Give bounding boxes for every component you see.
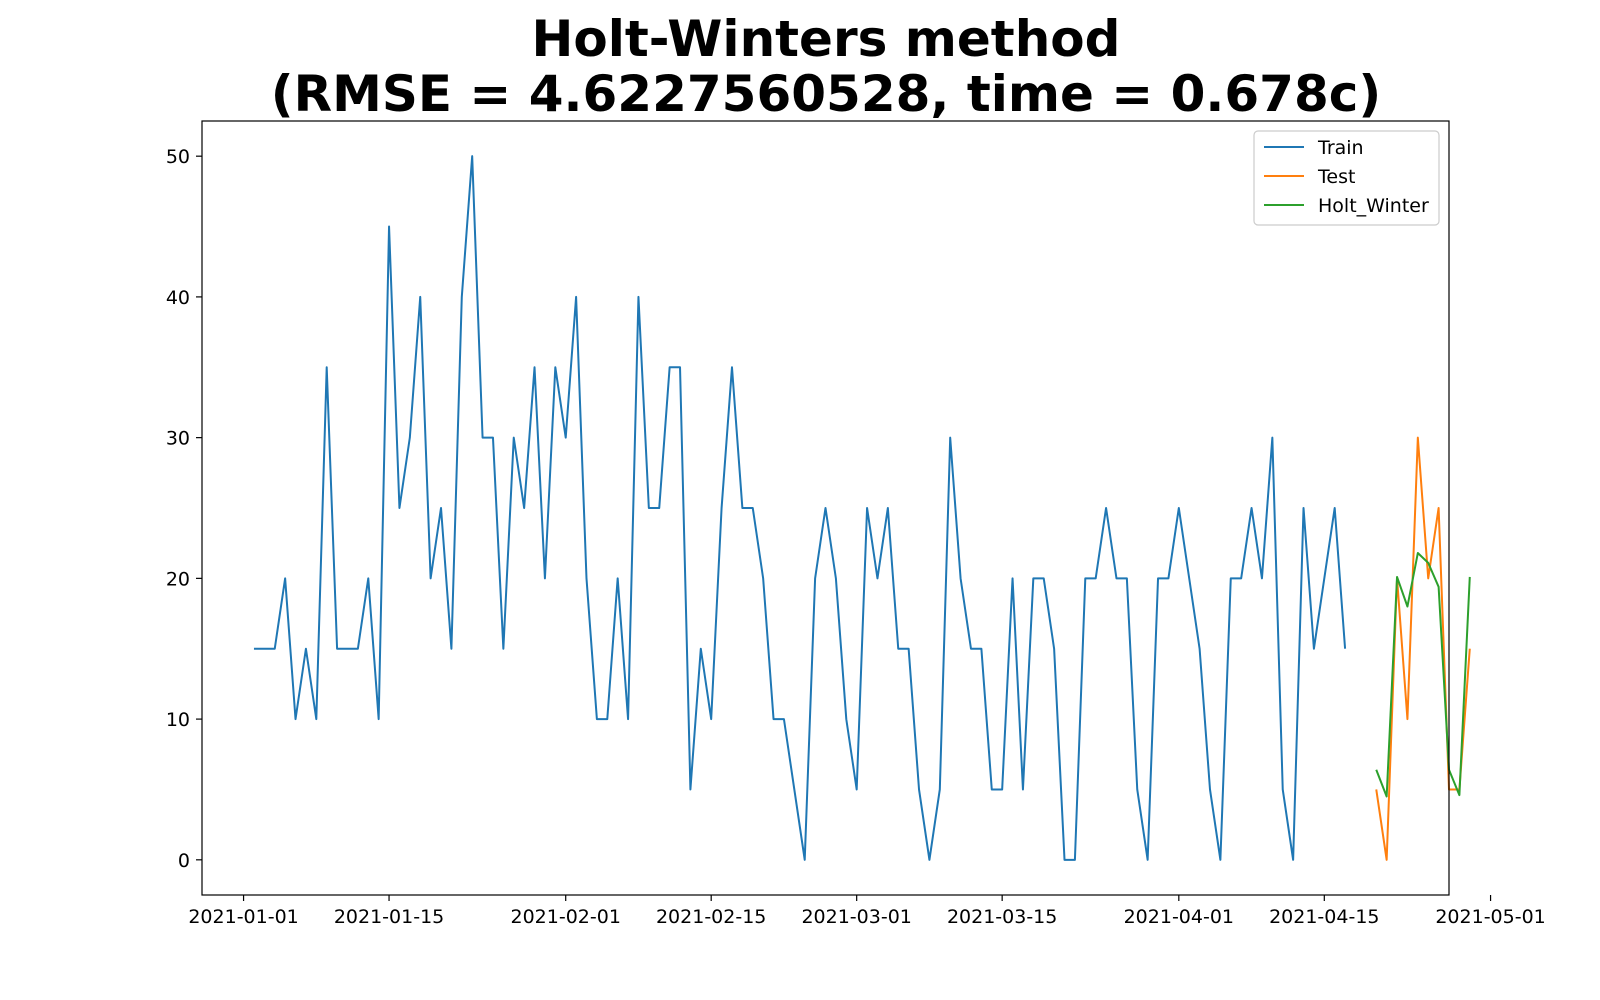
x-tick-label: 2021-02-01	[510, 906, 620, 928]
y-axis: 0 10 20 30 40 50	[166, 146, 202, 872]
legend-label-test: Test	[1317, 166, 1355, 188]
legend: Train Test Holt_Winter	[1253, 130, 1440, 226]
y-tick-label: 10	[166, 709, 190, 731]
series-line-test	[1375, 436, 1471, 861]
y-tick-label: 50	[166, 146, 190, 168]
chart-title: Holt-Winters method	[532, 10, 1121, 68]
x-tick-label: 2021-03-01	[801, 906, 911, 928]
legend-label-holt-winter: Holt_Winter	[1318, 195, 1429, 217]
x-tick-label: 2021-02-15	[656, 906, 766, 928]
y-tick-label: 0	[178, 850, 190, 872]
x-tick-label: 2021-04-01	[1124, 906, 1234, 928]
plot-frame	[201, 120, 1450, 896]
x-tick-label: 2021-01-01	[188, 906, 298, 928]
x-tick-label: 2021-05-01	[1435, 906, 1545, 928]
y-tick-label: 30	[166, 428, 190, 450]
x-tick-label: 2021-04-15	[1269, 906, 1379, 928]
x-tick-label: 2021-01-15	[334, 906, 444, 928]
x-axis: 2021-01-01 2021-01-15 2021-02-01 2021-02-15…	[188, 895, 1546, 928]
chart-subtitle: (RMSE = 4.6227560528, time = 0.678c)	[271, 65, 1381, 123]
x-tick-label: 2021-03-15	[947, 906, 1057, 928]
legend-label-train: Train	[1317, 137, 1364, 159]
series-line-train	[253, 155, 1347, 861]
y-tick-label: 20	[166, 568, 190, 590]
series-layer	[253, 155, 1471, 861]
y-tick-label: 40	[166, 287, 190, 309]
legend-box	[1253, 130, 1440, 226]
series-line-holt-winter	[1375, 552, 1471, 798]
